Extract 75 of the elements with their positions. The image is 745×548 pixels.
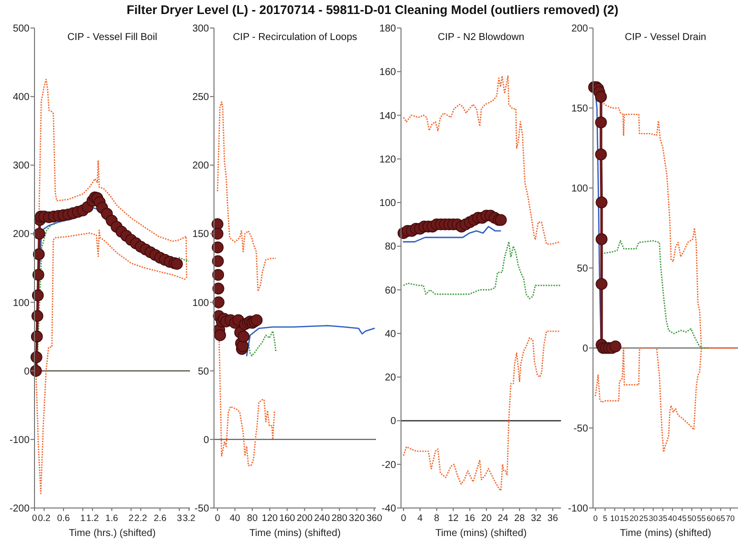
x-tick-label: 80 xyxy=(247,513,258,524)
x-tick-label: 0 xyxy=(400,513,406,524)
x-axis-title: Time (hrs.) (shifted) xyxy=(68,528,156,539)
x-tick-label: 280 xyxy=(331,513,348,524)
y-tick-label: 300 xyxy=(192,24,210,34)
x-tick-label: 20 xyxy=(481,513,492,524)
x-tick-label: 8 xyxy=(434,513,440,524)
y-tick-label: 0 xyxy=(24,366,30,378)
y-tick-label: 300 xyxy=(12,160,30,172)
y-tick-label: 180 xyxy=(379,24,396,34)
y-tick-label: 200 xyxy=(571,24,588,34)
y-tick-label: 0 xyxy=(203,434,210,446)
x-tick-label: 0 xyxy=(32,513,38,523)
x-tick-label: 40 xyxy=(230,513,240,524)
x-tick-label: 4 xyxy=(417,513,423,524)
chart-subtitle: CIP - Vessel Drain xyxy=(624,32,706,43)
y-tick-label: 100 xyxy=(379,198,396,210)
y-tick-label: 100 xyxy=(571,184,588,194)
x-tick-label: 0 xyxy=(214,513,220,524)
y-tick-label: -200 xyxy=(9,504,30,514)
x-tick-label: 3 xyxy=(176,513,182,523)
y-tick-label: 80 xyxy=(384,242,396,253)
y-tick-label: 150 xyxy=(571,104,588,114)
y-tick-label: 40 xyxy=(384,328,396,340)
y-tick-label: 100 xyxy=(12,298,30,309)
y-tick-label: -40 xyxy=(382,504,396,514)
y-tick-label: 400 xyxy=(12,92,30,104)
chart-subtitle: CIP - Recirculation of Loops xyxy=(232,32,358,43)
y-tick-label: 60 xyxy=(384,285,396,296)
x-tick-label: 1 xyxy=(80,513,86,523)
y-tick-label: -100 xyxy=(568,504,588,514)
y-tick-label: 500 xyxy=(12,24,30,34)
y-tick-label: -100 xyxy=(9,434,30,446)
y-tick-label: -50 xyxy=(194,504,210,514)
y-tick-label: 140 xyxy=(379,110,396,122)
x-tick-label: 24 xyxy=(498,513,508,524)
x-tick-label: 0.2 xyxy=(38,513,50,523)
x-tick-label: 28 xyxy=(514,513,525,524)
x-tick-label: 36 xyxy=(547,513,558,524)
y-tick-label: 160 xyxy=(379,67,396,78)
y-tick-label: 20 xyxy=(384,372,396,384)
y-tick-label: -20 xyxy=(382,460,396,471)
y-tick-label: 250 xyxy=(192,92,210,104)
y-tick-label: 0 xyxy=(390,416,396,428)
x-tick-label: 2.2 xyxy=(134,513,148,523)
y-tick-label: 200 xyxy=(192,160,210,172)
x-tick-label: 320 xyxy=(348,513,365,524)
chart-subtitle: CIP - N2 Blowdown xyxy=(438,32,524,43)
x-tick-label: 1.6 xyxy=(105,513,118,523)
x-axis-title: Time (mins) (shifted) xyxy=(435,528,527,539)
x-tick-label: 120 xyxy=(262,513,278,524)
y-tick-label: 120 xyxy=(379,154,396,166)
x-tick-label: 12 xyxy=(448,513,459,524)
y-tick-label: 100 xyxy=(192,298,210,309)
text: Filter Dryer Level (L) - 20170714 - 59811-D-01 Cleaning Model (outliers removed) (2) xyxy=(126,3,618,17)
x-tick-label: 1.2 xyxy=(86,513,99,523)
y-tick-label: 50 xyxy=(198,366,210,378)
x-tick-label: 0.6 xyxy=(57,513,70,523)
x-axis-title: Time (mins) (shifted) xyxy=(620,528,712,539)
y-tick-label: 200 xyxy=(12,229,30,240)
x-axis-title: Time (mins) (shifted) xyxy=(249,528,341,539)
y-tick-label: 0 xyxy=(582,344,588,354)
chart-subtitle: CIP - Vessel Fill Boil xyxy=(67,32,158,43)
x-tick-label: 360 xyxy=(366,513,382,524)
x-tick-label: 2.6 xyxy=(154,513,166,523)
y-tick-label: -50 xyxy=(574,424,588,434)
y-tick-label: 50 xyxy=(576,264,588,274)
x-tick-label: 240 xyxy=(314,513,330,524)
x-tick-label: 2 xyxy=(128,513,134,523)
x-tick-label: 3.2 xyxy=(182,513,196,523)
x-tick-label: 32 xyxy=(530,513,542,524)
x-tick-label: 16 xyxy=(464,513,476,524)
y-tick-label: 150 xyxy=(192,229,210,240)
x-tick-label: 200 xyxy=(296,513,313,524)
x-tick-label: 160 xyxy=(279,513,296,524)
